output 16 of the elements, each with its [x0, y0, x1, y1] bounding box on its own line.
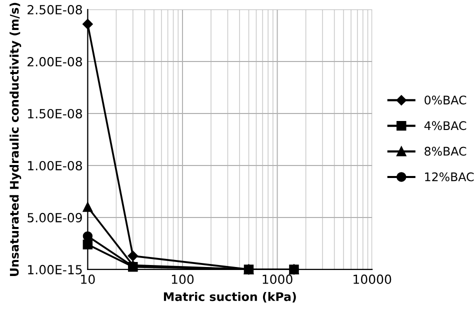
x-tick-label: 10	[81, 274, 95, 284]
x-axis-title: Matric suction (kPa)	[164, 292, 296, 302]
legend-label: 0%BAC	[424, 96, 466, 105]
x-tick-label: 1000	[262, 274, 292, 284]
y-axis-title: Unsaturated Hydraulic conductivity (m/s)	[10, 2, 22, 276]
legend-label: 12%BAC	[425, 172, 474, 182]
legend-label: 4%BAC	[424, 121, 466, 130]
y-tick-label: 5.00E-09	[28, 212, 82, 222]
y-tick-label: 1.00E-08	[28, 160, 82, 170]
x-tick-label: 100	[172, 274, 194, 284]
y-tick-label: 1.50E-08	[28, 108, 82, 118]
y-tick-label: 2.00E-08	[28, 56, 82, 66]
legend-label: 8%BAC	[424, 146, 466, 156]
y-tick-label: 2.50E-08	[28, 4, 82, 14]
x-tick-label: 10000	[354, 274, 392, 284]
y-tick-label: 1.00E-15	[28, 264, 82, 274]
